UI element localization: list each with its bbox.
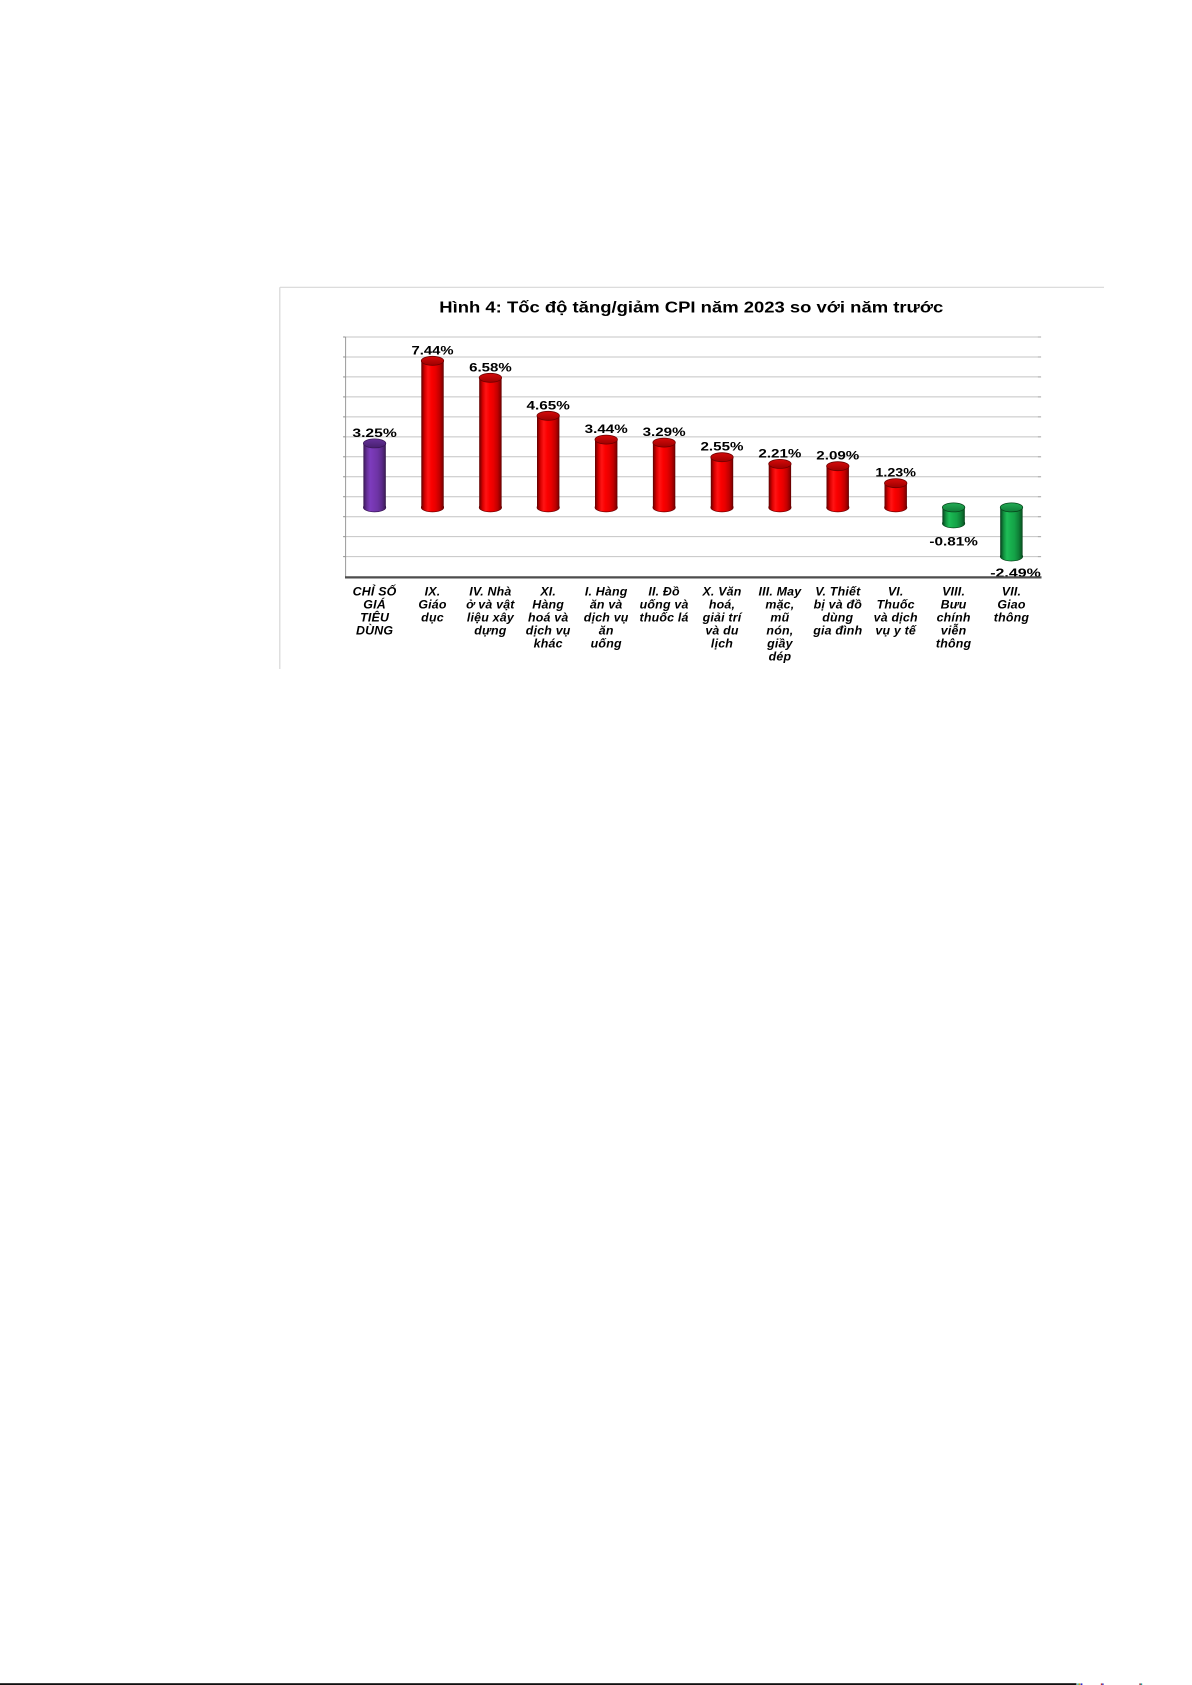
- svg-text:3.25%: 3.25%: [352, 426, 397, 440]
- svg-text:2.21%: 2.21%: [758, 446, 801, 460]
- svg-text:6.58%: 6.58%: [469, 360, 512, 374]
- svg-text:1.23%: 1.23%: [875, 466, 916, 480]
- svg-text:3.44%: 3.44%: [585, 422, 628, 436]
- svg-text:-0.81%: -0.81%: [929, 535, 978, 549]
- svg-text:2.09%: 2.09%: [816, 449, 859, 463]
- svg-text:3.29%: 3.29%: [643, 425, 686, 439]
- svg-text:4.65%: 4.65%: [527, 398, 570, 412]
- svg-text:2.55%: 2.55%: [701, 440, 744, 454]
- svg-text:7.44%: 7.44%: [412, 343, 454, 357]
- svg-text:Hình 4: Tốc độ tăng/giảm CPI n: Hình 4: Tốc độ tăng/giảm CPI năm 2023 so…: [439, 299, 943, 316]
